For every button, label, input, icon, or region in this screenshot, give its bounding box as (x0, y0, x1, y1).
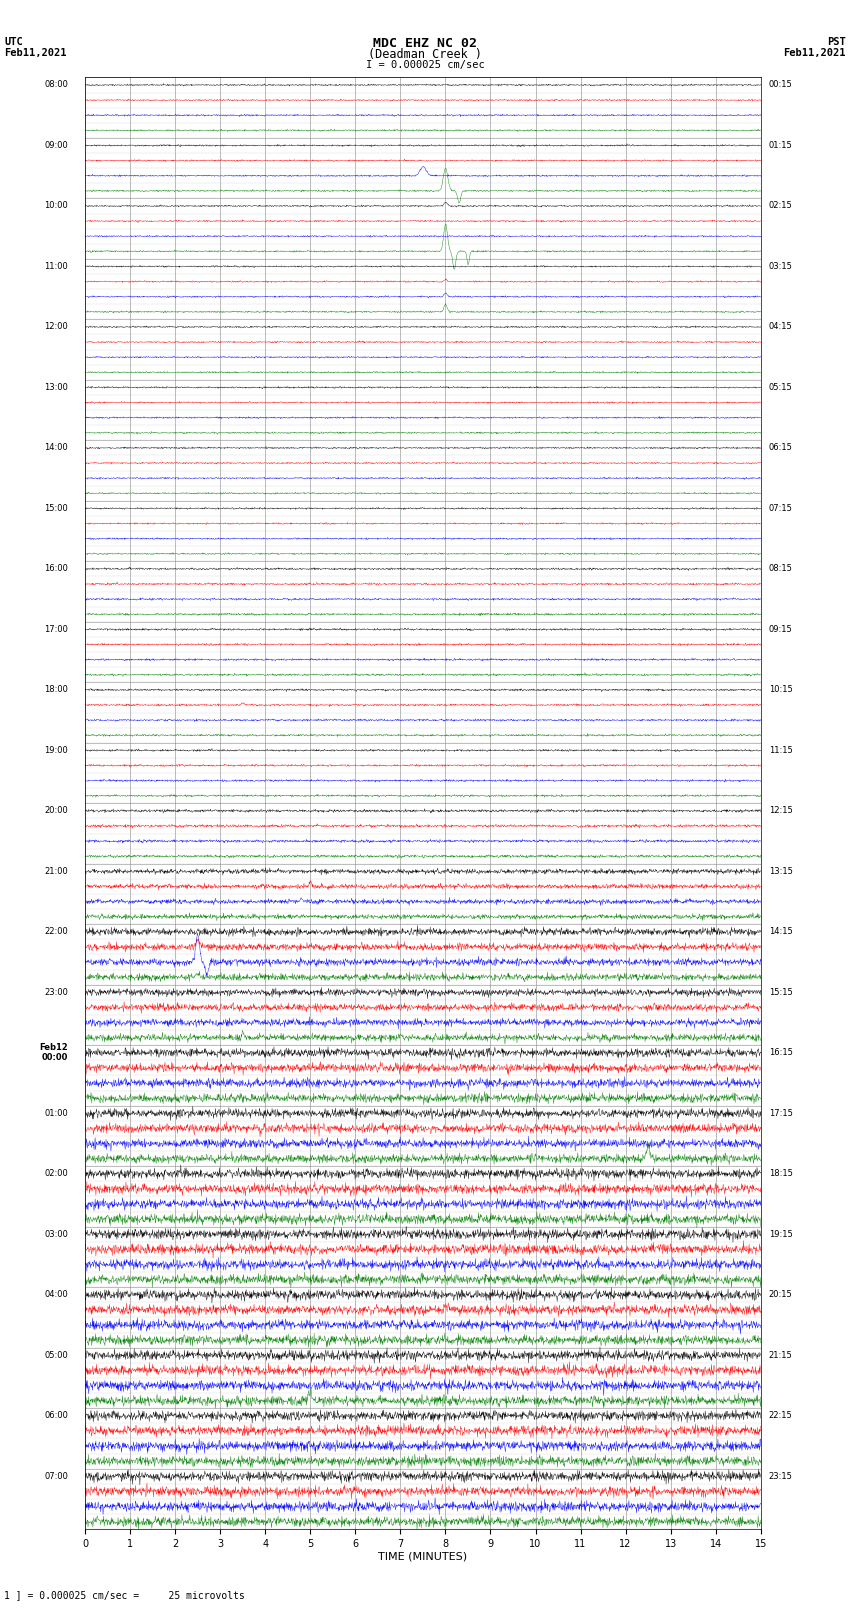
Text: 01:15: 01:15 (769, 140, 792, 150)
Text: Feb12
00:00: Feb12 00:00 (39, 1044, 68, 1063)
Text: 11:15: 11:15 (769, 745, 792, 755)
Text: 20:15: 20:15 (769, 1290, 792, 1298)
Text: 17:00: 17:00 (44, 624, 68, 634)
Text: 03:15: 03:15 (769, 261, 793, 271)
Text: UTC: UTC (4, 37, 23, 47)
Text: 05:00: 05:00 (44, 1350, 68, 1360)
X-axis label: TIME (MINUTES): TIME (MINUTES) (378, 1552, 468, 1561)
Text: 07:00: 07:00 (44, 1471, 68, 1481)
Text: 15:00: 15:00 (44, 503, 68, 513)
Text: 00:15: 00:15 (769, 81, 792, 89)
Text: 16:15: 16:15 (769, 1048, 793, 1057)
Text: 02:00: 02:00 (44, 1169, 68, 1177)
Text: 22:00: 22:00 (44, 927, 68, 936)
Text: 19:00: 19:00 (44, 745, 68, 755)
Text: 22:15: 22:15 (769, 1411, 792, 1419)
Text: 07:15: 07:15 (769, 503, 793, 513)
Text: 08:00: 08:00 (44, 81, 68, 89)
Text: 12:00: 12:00 (44, 323, 68, 331)
Text: 01:00: 01:00 (44, 1108, 68, 1118)
Text: PST: PST (827, 37, 846, 47)
Text: 11:00: 11:00 (44, 261, 68, 271)
Text: 10:00: 10:00 (44, 202, 68, 210)
Text: Feb11,2021: Feb11,2021 (4, 48, 67, 58)
Text: 19:15: 19:15 (769, 1229, 792, 1239)
Text: 20:00: 20:00 (44, 806, 68, 815)
Text: 06:00: 06:00 (44, 1411, 68, 1419)
Text: 09:15: 09:15 (769, 624, 792, 634)
Text: 13:15: 13:15 (769, 866, 793, 876)
Text: 03:00: 03:00 (44, 1229, 68, 1239)
Text: 16:00: 16:00 (44, 565, 68, 573)
Text: 05:15: 05:15 (769, 382, 792, 392)
Text: 04:15: 04:15 (769, 323, 792, 331)
Text: 10:15: 10:15 (769, 686, 792, 694)
Text: 12:15: 12:15 (769, 806, 792, 815)
Text: 14:15: 14:15 (769, 927, 792, 936)
Text: 17:15: 17:15 (769, 1108, 793, 1118)
Text: 23:00: 23:00 (44, 987, 68, 997)
Text: (Deadman Creek ): (Deadman Creek ) (368, 48, 482, 61)
Text: 09:00: 09:00 (44, 140, 68, 150)
Text: 13:00: 13:00 (44, 382, 68, 392)
Text: 06:15: 06:15 (769, 444, 793, 452)
Text: MDC EHZ NC 02: MDC EHZ NC 02 (373, 37, 477, 50)
Text: 1 ] = 0.000025 cm/sec =     25 microvolts: 1 ] = 0.000025 cm/sec = 25 microvolts (4, 1590, 245, 1600)
Text: 14:00: 14:00 (44, 444, 68, 452)
Text: I = 0.000025 cm/sec: I = 0.000025 cm/sec (366, 60, 484, 69)
Text: 18:15: 18:15 (769, 1169, 793, 1177)
Text: 02:15: 02:15 (769, 202, 792, 210)
Text: Feb11,2021: Feb11,2021 (783, 48, 846, 58)
Text: 04:00: 04:00 (44, 1290, 68, 1298)
Text: 23:15: 23:15 (769, 1471, 793, 1481)
Text: 18:00: 18:00 (44, 686, 68, 694)
Text: 08:15: 08:15 (769, 565, 793, 573)
Text: 21:15: 21:15 (769, 1350, 792, 1360)
Text: 15:15: 15:15 (769, 987, 792, 997)
Text: 21:00: 21:00 (44, 866, 68, 876)
